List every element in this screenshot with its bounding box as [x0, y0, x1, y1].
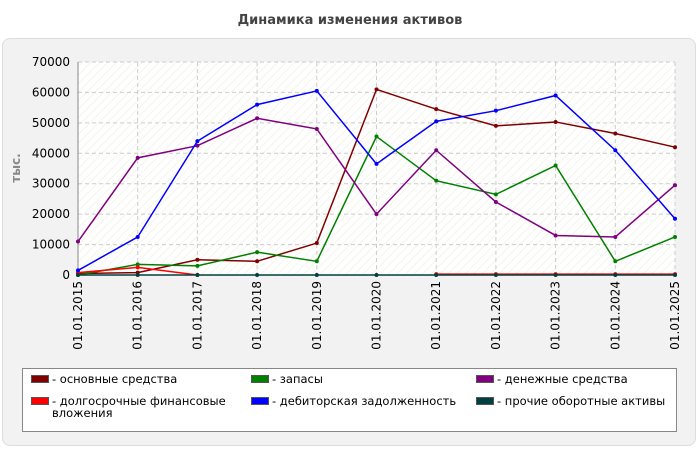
legend-label: - запасы	[272, 372, 323, 386]
point	[673, 273, 677, 277]
point	[374, 161, 379, 166]
point	[195, 263, 200, 268]
point	[314, 88, 319, 93]
point	[553, 93, 558, 98]
point	[76, 239, 80, 244]
legend-label: - денежные средства	[497, 372, 628, 386]
legend-swatch	[251, 375, 269, 383]
point	[553, 163, 558, 168]
legend-swatch	[476, 397, 494, 405]
x-tick-label: 01.01.2023	[549, 281, 563, 350]
x-tick-label: 01.01.2022	[489, 281, 503, 350]
x-tick-label: 01.01.2015	[71, 281, 85, 350]
y-tick-label: 70000	[32, 55, 70, 69]
x-tick-label: 01.01.2025	[668, 281, 682, 350]
point	[195, 273, 200, 277]
point	[613, 259, 618, 264]
point	[553, 233, 558, 238]
point	[314, 241, 319, 246]
point	[135, 265, 140, 270]
legend-item: - основные средства	[31, 373, 251, 393]
point	[195, 257, 200, 262]
legend-item: - дебиторская задолженность	[251, 395, 476, 427]
point	[374, 273, 379, 277]
chart: Динамика изменения активов тыс. 0 10000 20…	[9, 13, 682, 350]
legend: - основные средства - запасы - денежные ср…	[22, 368, 677, 432]
y-tick-label: 0	[62, 268, 70, 282]
y-tick-label: 30000	[32, 177, 70, 191]
point	[374, 212, 379, 217]
point	[673, 216, 677, 221]
point	[76, 268, 80, 273]
legend-label: - дебиторская задолженность	[272, 394, 457, 408]
x-tick-label: 01.01.2024	[608, 281, 622, 350]
point	[553, 119, 558, 124]
x-tick-label: 01.01.2018	[250, 281, 264, 350]
point	[613, 131, 618, 136]
legend-swatch	[476, 375, 494, 383]
y-axis-label: тыс.	[9, 153, 23, 182]
x-tick-label: 01.01.2017	[190, 281, 204, 350]
legend-label: - долгосрочные финансовые вложения	[52, 394, 226, 420]
legend-item: - запасы	[251, 373, 476, 393]
point	[613, 148, 618, 153]
point	[493, 123, 498, 128]
point	[434, 119, 439, 124]
point	[434, 178, 439, 183]
chart-title: Динамика изменения активов	[238, 13, 463, 28]
point	[314, 126, 319, 131]
point	[195, 139, 200, 144]
point	[135, 155, 140, 160]
point	[673, 145, 677, 150]
legend-label: - прочие оборотные активы	[497, 394, 666, 408]
point	[76, 273, 80, 277]
point	[613, 273, 618, 277]
x-tick-label: 01.01.2020	[370, 281, 384, 350]
point	[314, 273, 319, 277]
point	[673, 234, 677, 239]
x-tick-label: 01.01.2021	[429, 281, 443, 350]
point	[493, 199, 498, 204]
point	[135, 273, 140, 277]
legend-swatch	[31, 397, 49, 405]
y-tick-label: 10000	[32, 238, 70, 252]
point	[255, 102, 260, 107]
y-tick-label: 50000	[32, 116, 70, 130]
point	[673, 183, 677, 188]
point	[195, 143, 200, 148]
point	[434, 148, 439, 153]
y-tick-label: 20000	[32, 207, 70, 221]
point	[135, 262, 140, 267]
point	[374, 134, 379, 139]
point	[434, 107, 439, 112]
point	[553, 273, 558, 277]
point	[314, 259, 319, 264]
point	[374, 87, 379, 92]
x-tick-label: 01.01.2016	[131, 281, 145, 350]
legend-item: - прочие оборотные активы	[476, 395, 676, 427]
x-tick-label: 01.01.2019	[310, 281, 324, 350]
point	[493, 273, 498, 277]
legend-item: - долгосрочные финансовые вложения	[31, 395, 251, 427]
legend-swatch	[251, 397, 269, 405]
y-tick-label: 40000	[32, 146, 70, 160]
point	[255, 259, 260, 264]
point	[135, 234, 140, 239]
point	[255, 273, 260, 277]
point	[434, 273, 439, 277]
point	[255, 250, 260, 255]
legend-item: - денежные средства	[476, 373, 676, 393]
legend-swatch	[31, 375, 49, 383]
legend-label: - основные средства	[52, 372, 178, 386]
point	[613, 234, 618, 239]
point	[493, 108, 498, 113]
point	[493, 192, 498, 197]
y-tick-label: 60000	[32, 85, 70, 99]
point	[255, 116, 260, 121]
